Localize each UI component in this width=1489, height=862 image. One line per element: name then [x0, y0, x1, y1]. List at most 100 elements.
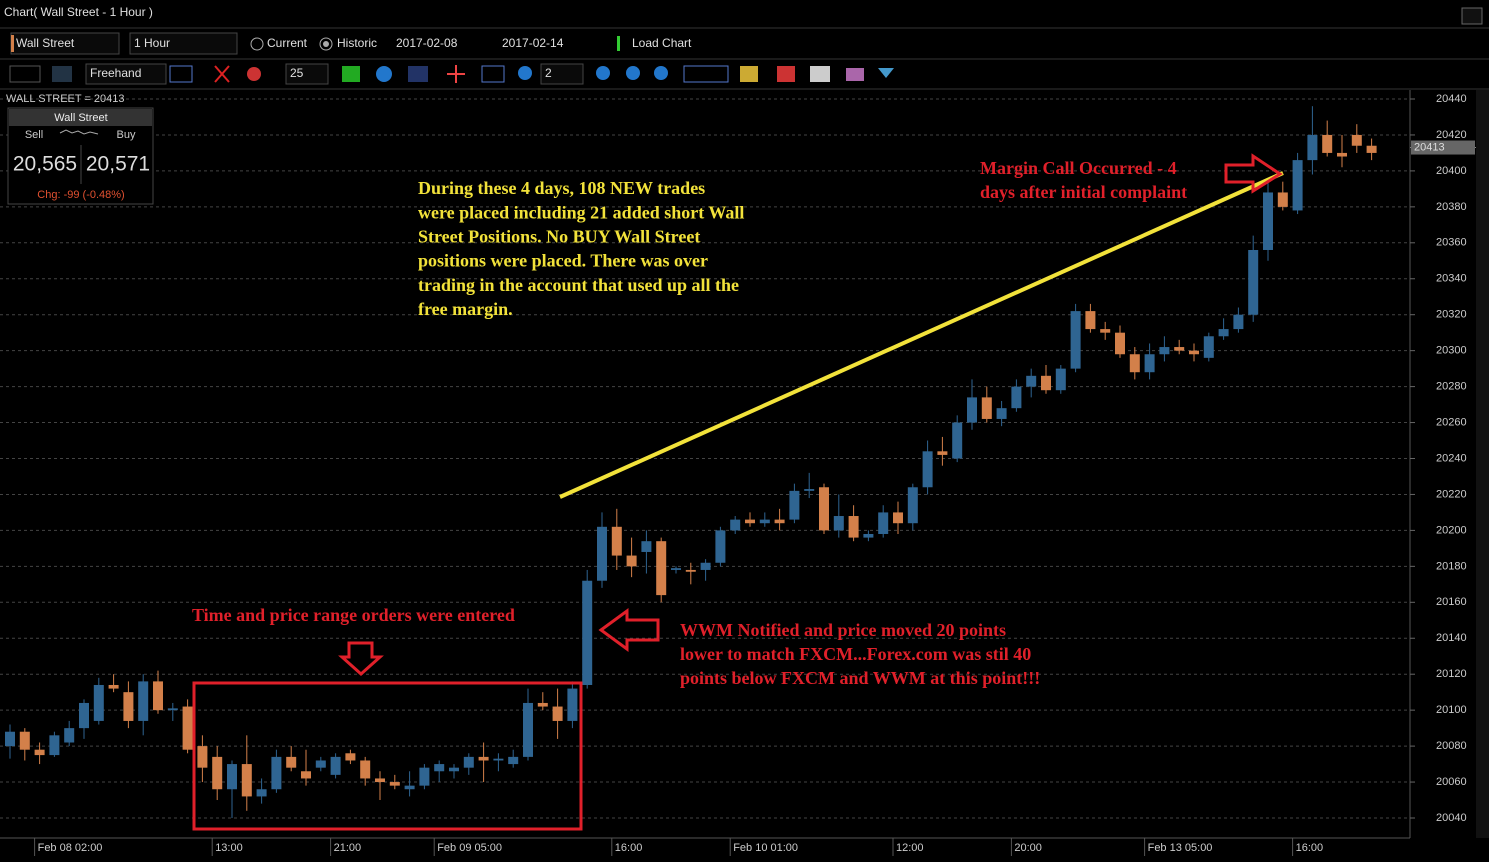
candle-body [730, 519, 741, 531]
icon[interactable] [878, 68, 894, 78]
icon[interactable] [447, 65, 465, 83]
candle-body [404, 785, 415, 790]
annotation-text: points below FXCM and WWM at this point!… [680, 668, 1040, 688]
y-tick-label: 20180 [1436, 560, 1467, 572]
candle-body [1085, 311, 1096, 330]
icon[interactable] [247, 67, 261, 81]
icon[interactable] [596, 66, 610, 80]
x-tick-label: Feb 10 01:00 [733, 842, 798, 854]
annotation-text: WWM Notified and price moved 20 points [680, 620, 1006, 640]
icon[interactable] [376, 66, 392, 82]
candle-body [1322, 134, 1333, 153]
candle-body [449, 767, 459, 772]
draw-mode-select[interactable] [85, 63, 167, 85]
candle-body [907, 487, 918, 524]
y-tick-label: 20200 [1436, 524, 1467, 536]
candle-body [967, 397, 977, 423]
y-tick-label: 20120 [1436, 668, 1467, 680]
candle-body [1307, 134, 1318, 161]
candle-body [789, 490, 800, 520]
candle-body [597, 526, 607, 581]
icon[interactable] [408, 66, 428, 82]
x-tick-label: Feb 09 05:00 [437, 842, 502, 854]
historic-radio[interactable] [319, 37, 333, 51]
candle-body [523, 702, 533, 757]
icon[interactable] [518, 66, 532, 80]
icon[interactable] [342, 66, 360, 82]
annotation-text: trading in the account that used up all … [418, 275, 739, 295]
icon[interactable] [846, 68, 864, 81]
timeframe-select[interactable] [129, 32, 238, 55]
y-tick-label: 20400 [1436, 165, 1467, 177]
last-price-label: 20413 [1414, 141, 1445, 153]
icon[interactable] [169, 65, 193, 83]
icon[interactable] [52, 66, 72, 82]
icon[interactable] [777, 66, 795, 82]
candle-body [922, 451, 933, 488]
candle-body [552, 706, 563, 721]
icon[interactable] [810, 66, 830, 82]
y-tick-label: 20220 [1436, 488, 1467, 500]
icon[interactable] [481, 65, 505, 83]
candle-body [1144, 354, 1155, 373]
historic-dot [323, 41, 329, 47]
candle-body [64, 728, 75, 743]
candle-body [582, 580, 593, 685]
candle-body [345, 753, 356, 761]
icon[interactable] [214, 65, 230, 83]
load-chart[interactable]: Load Chart [632, 36, 692, 50]
candle-body [227, 764, 237, 790]
quote-header [9, 109, 152, 126]
close-button[interactable] [1461, 7, 1483, 25]
candle-body [34, 749, 45, 756]
y-tick-label: 20060 [1436, 776, 1467, 788]
icon[interactable] [683, 65, 729, 83]
candle-body [241, 764, 252, 797]
x-tick-label: 16:00 [615, 842, 643, 854]
candle-body [167, 708, 178, 711]
quote-instrument: Wall Street [54, 112, 107, 124]
y-tick-label: 20160 [1436, 596, 1467, 608]
date-to[interactable]: 2017-02-14 [502, 36, 564, 50]
scrollbar[interactable] [1476, 90, 1489, 838]
current-radio[interactable] [250, 37, 264, 51]
candle-body [656, 541, 667, 596]
x-tick-label: Feb 13 05:00 [1148, 842, 1213, 854]
candle-body [833, 516, 844, 531]
candle-body [271, 756, 282, 790]
width-spinner[interactable] [285, 63, 329, 85]
date-from[interactable]: 2017-02-08 [396, 36, 458, 50]
candle-body [79, 702, 89, 729]
icon[interactable] [626, 66, 640, 80]
candle-body [1292, 160, 1303, 211]
sell-price[interactable]: 20,565 [13, 153, 77, 176]
window-title: Chart( Wall Street - 1 Hour ) [4, 5, 153, 19]
candle-body [759, 519, 770, 524]
zoom-spinner[interactable] [540, 63, 584, 85]
candle-body [138, 681, 149, 721]
instrument: Wall Street [16, 36, 75, 50]
candle-body [1351, 134, 1362, 146]
candle-body [937, 451, 948, 455]
y-tick-label: 20040 [1436, 812, 1467, 824]
candle-body [1115, 332, 1125, 355]
candle-body [1041, 375, 1051, 391]
candle-body [819, 487, 829, 531]
candle-body [878, 512, 889, 534]
candle-body [1218, 329, 1229, 337]
candle-body [330, 756, 341, 775]
x-tick-label: Feb 08 02:00 [38, 842, 103, 854]
candle-body [1337, 152, 1347, 157]
buy-price[interactable]: 20,571 [86, 153, 150, 176]
icon[interactable] [740, 66, 758, 82]
candle-body [804, 489, 815, 491]
x-tick-label: 21:00 [334, 842, 362, 854]
icon[interactable] [654, 66, 668, 80]
icon[interactable] [9, 65, 41, 83]
candle-body [1070, 311, 1081, 369]
candle-body [434, 764, 445, 772]
candle-body [1189, 350, 1199, 355]
annotation-text: positions were placed. There was over [418, 251, 708, 271]
candle-body [537, 702, 548, 707]
